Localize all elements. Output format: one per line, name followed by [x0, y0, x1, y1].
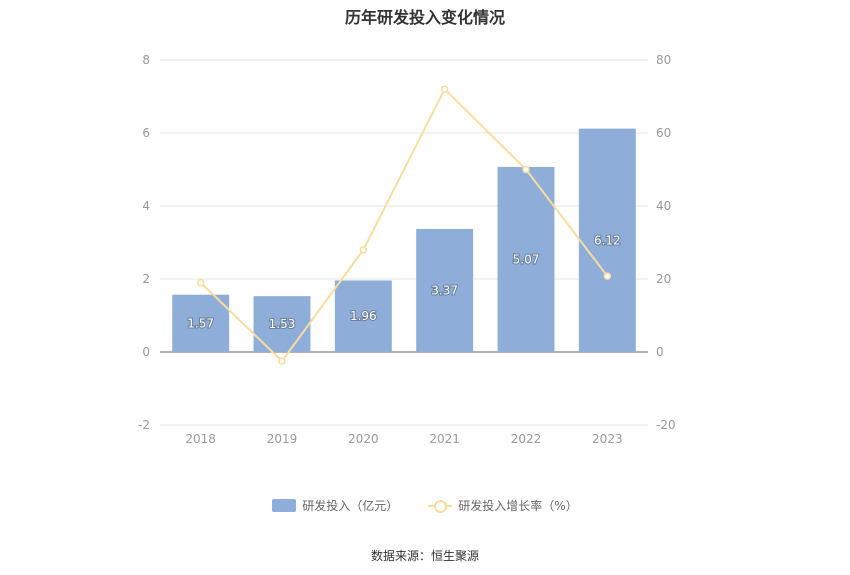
- line-point: [278, 357, 286, 365]
- bar-data-label: 1.57: [187, 316, 214, 330]
- bar-data-label: 6.12: [594, 233, 621, 247]
- legend: 研发投入（亿元） 研发投入增长率（%）: [0, 497, 850, 514]
- y-right-tick-label: 40: [656, 199, 671, 213]
- x-tick-label: 2023: [592, 432, 623, 446]
- y-left-tick-label: 6: [142, 126, 150, 140]
- legend-item-bar[interactable]: 研发投入（亿元）: [272, 497, 398, 514]
- line-point: [603, 272, 612, 280]
- legend-item-line[interactable]: 研发投入增长率（%）: [428, 497, 578, 514]
- bar: [416, 228, 474, 352]
- bar: [497, 166, 555, 352]
- y-right-tick-label: 0: [656, 345, 664, 359]
- y-left-tick-label: 2: [142, 272, 150, 286]
- x-tick-label: 2022: [511, 432, 542, 446]
- bar-data-label: 1.53: [269, 317, 296, 331]
- legend-bar-swatch: [272, 499, 297, 512]
- line-point: [440, 85, 449, 93]
- chart-title: 历年研发投入变化情况: [344, 8, 505, 27]
- growth-line: [199, 87, 609, 363]
- legend-bar-label: 研发投入（亿元）: [302, 499, 399, 513]
- bar: [334, 280, 392, 352]
- legend-line-swatch: [428, 499, 453, 513]
- x-tick-label: 2018: [185, 432, 216, 446]
- bar-data-label: 5.07: [513, 252, 540, 266]
- data-source: 数据来源：恒生聚源: [370, 549, 479, 563]
- bar-data-label: 3.37: [431, 283, 458, 297]
- x-tick-label: 2020: [348, 432, 379, 446]
- x-tick-label: 2019: [267, 432, 298, 446]
- bar-data-label: 1.96: [350, 309, 377, 323]
- y-right-tick-label: 60: [656, 126, 671, 140]
- y-left-tick-label: 8: [142, 53, 150, 67]
- x-tick-label: 2021: [429, 432, 460, 446]
- y-right-tick-label: 20: [656, 272, 671, 286]
- line-point: [196, 278, 205, 287]
- legend-line-label: 研发投入增长率（%）: [458, 499, 578, 513]
- y-left-tick-label: 4: [142, 199, 150, 213]
- bar: [172, 294, 230, 352]
- y-right-tick-label: -20: [656, 418, 676, 432]
- y-left-tick-label: 0: [142, 345, 150, 359]
- line-point: [522, 165, 530, 174]
- y-right-tick-label: 80: [656, 53, 671, 67]
- bar: [578, 128, 636, 352]
- line-point: [359, 246, 368, 254]
- y-left-tick-label: -2: [138, 418, 150, 432]
